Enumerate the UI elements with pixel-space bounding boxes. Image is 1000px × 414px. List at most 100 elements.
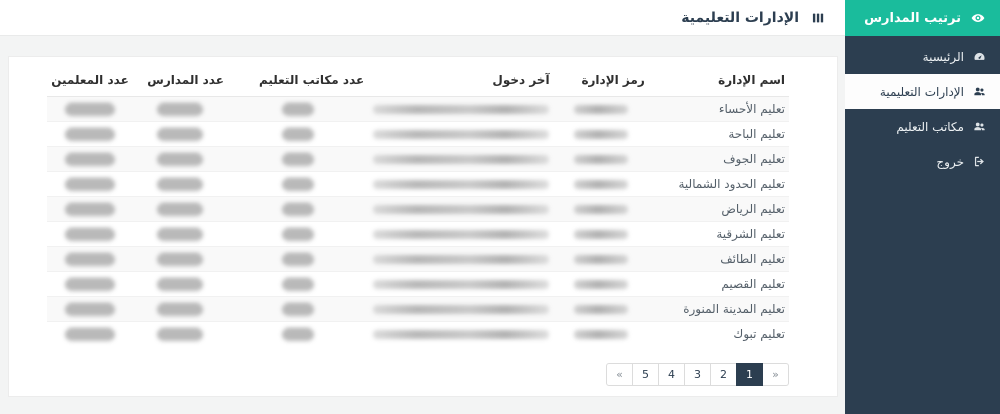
code-cell [554,147,649,172]
redacted-value [574,204,629,214]
topbar: الإدارات التعليمية [0,0,845,36]
code-cell [554,197,649,222]
teachers-cell [47,247,133,272]
content-card: اسم الإدارة رمز الإدارة آخر دخول عدد مكاتب … [8,56,838,397]
offices-cell [228,197,368,222]
redacted-value [574,304,629,314]
code-cell [554,247,649,272]
teachers-cell [47,172,133,197]
redacted-value [282,102,315,116]
brand[interactable]: ترتيب المدارس [845,0,1000,36]
code-cell [554,222,649,247]
sidebar-item-home[interactable]: الرئيسية [845,39,1000,74]
table-row: تعليم القصيم [47,271,789,297]
name-cell: تعليم المدينة المنورة [683,302,785,316]
users-icon [973,85,986,98]
redacted-value [372,279,549,289]
sidebar-nav: الرئيسية الإدارات التعليمية مكاتب التعليم خ… [845,36,1000,179]
code-cell [554,297,649,322]
column-header-schools: عدد المدارس [132,63,228,97]
redacted-value [282,202,315,216]
last_login-cell [368,272,553,297]
brand-label: ترتيب المدارس [864,10,961,26]
schools-cell [133,222,228,247]
departments-table: اسم الإدارة رمز الإدارة آخر دخول عدد مكاتب … [47,63,789,347]
page-button-3[interactable]: 3 [684,362,711,386]
pagination: «5 4 3 2 1» [47,347,789,386]
redacted-value [574,229,629,239]
teachers-cell [47,322,133,347]
offices-cell [228,172,368,197]
redacted-value [64,202,115,216]
offices-cell [228,322,368,347]
teachers-cell [47,122,133,147]
sidebar-item-label: مكاتب التعليم [896,119,964,134]
redacted-value [64,327,115,341]
name-cell: تعليم الأحساء [718,102,785,116]
redacted-value [157,227,204,241]
sidebar-item-label: خروج [936,154,964,169]
last_login-cell [368,147,553,172]
redacted-value [372,329,549,339]
page-next-button[interactable]: » [762,362,789,386]
table-row: تعليم الأحساء [47,96,789,122]
redacted-value [372,179,549,189]
page-button-1[interactable]: 1 [736,362,763,386]
signout-icon [973,155,986,168]
page-button-4[interactable]: 4 [658,362,685,386]
column-header-name: اسم الإدارة [648,63,789,97]
last_login-cell [368,222,553,247]
page-button-5[interactable]: 5 [632,362,659,386]
last_login-cell [368,297,553,322]
teachers-cell [47,297,133,322]
offices-cell [228,297,368,322]
name-cell: تعليم الطائف [720,252,785,266]
sidebar-item-logout[interactable]: خروج [845,144,1000,179]
code-cell [554,272,649,297]
last_login-cell [368,247,553,272]
name-cell: تعليم القصيم [721,277,785,291]
redacted-value [282,227,315,241]
last_login-cell [368,172,553,197]
code-cell [554,97,649,122]
sidebar-item-label: الرئيسية [922,49,964,64]
redacted-value [372,304,549,314]
column-header-last_login: آخر دخول [368,63,554,97]
schools-cell [133,247,228,272]
sidebar: ترتيب المدارس الرئيسية الإدارات التعليمية… [845,0,1000,414]
sidebar-item-education-offices[interactable]: مكاتب التعليم [845,109,1000,144]
dashboard-icon [973,50,986,63]
redacted-value [282,327,315,341]
redacted-value [157,152,204,166]
offices-cell [228,147,368,172]
name-cell: تعليم الجوف [723,152,785,166]
table-row: تعليم الشرقية [47,221,789,247]
table-row: تعليم الرياض [47,196,789,222]
name-cell: تعليم الرياض [721,202,785,216]
schools-cell [133,197,228,222]
name-cell: تعليم تبوك [733,327,785,342]
schools-cell [133,172,228,197]
page-prev-button[interactable]: « [606,362,633,386]
redacted-value [157,202,204,216]
redacted-value [372,229,549,239]
redacted-value [64,152,115,166]
redacted-value [574,129,629,139]
main-area: الإدارات التعليمية اسم الإدارة رمز الإدار… [0,0,845,397]
redacted-value [64,252,115,266]
redacted-value [372,154,549,164]
redacted-value [64,277,115,291]
last_login-cell [368,322,553,347]
redacted-value [574,279,629,289]
name-cell: تعليم الباحة [728,127,785,141]
sidebar-item-education-departments[interactable]: الإدارات التعليمية [845,74,1000,109]
offices-cell [228,122,368,147]
teachers-cell [47,272,133,297]
page-button-2[interactable]: 2 [710,362,737,386]
redacted-value [282,277,315,291]
redacted-value [282,302,315,316]
code-cell [554,172,649,197]
table-row: تعليم المدينة المنورة [47,296,789,322]
redacted-value [64,302,115,316]
